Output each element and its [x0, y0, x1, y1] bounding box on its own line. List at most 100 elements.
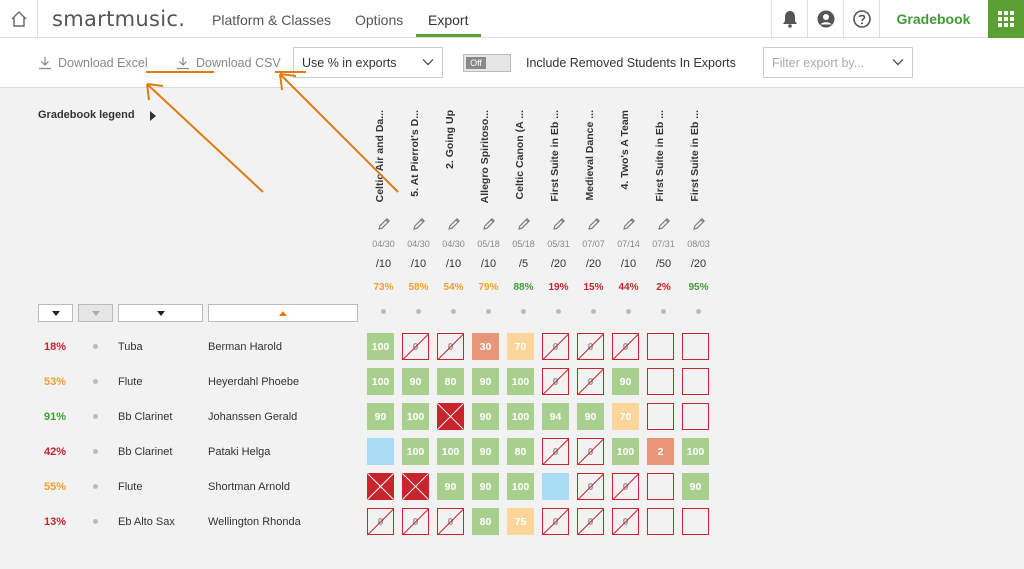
grade-cell[interactable]: 90: [402, 368, 429, 395]
grade-cell[interactable]: 70: [612, 403, 639, 430]
legend-expand-icon[interactable]: [150, 111, 156, 121]
grade-cell[interactable]: 94: [542, 403, 569, 430]
assignment-title[interactable]: First Suite in Eb ...: [654, 105, 674, 210]
student-name[interactable]: Pataki Helga: [208, 446, 271, 458]
assignment-title[interactable]: 4. Two's A Team: [619, 105, 639, 210]
assignment-title[interactable]: 5. At Pierrot's D...: [409, 105, 429, 210]
grade-cell[interactable]: 0: [542, 333, 569, 360]
grade-cell[interactable]: 100: [612, 438, 639, 465]
edit-assignment-pencil-icon[interactable]: [376, 216, 392, 237]
grade-cell[interactable]: 90: [682, 473, 709, 500]
grade-cell[interactable]: 0: [612, 508, 639, 535]
student-name[interactable]: Shortman Arnold: [208, 481, 290, 493]
smartmusic-logo[interactable]: smartmusic.: [52, 7, 186, 31]
assignment-title[interactable]: Medieval Dance ...: [584, 105, 604, 210]
download-csv-button[interactable]: Download CSV: [176, 56, 281, 70]
assignment-title[interactable]: Celtic Air and Da...: [374, 105, 394, 210]
grade-cell[interactable]: 100: [402, 438, 429, 465]
assignment-title[interactable]: 2. Going Up: [444, 105, 464, 210]
grade-cell[interactable]: 0: [402, 508, 429, 535]
home-button[interactable]: [0, 0, 38, 38]
student-name[interactable]: Johanssen Gerald: [208, 411, 298, 423]
grade-cell[interactable]: 90: [612, 368, 639, 395]
grade-cell[interactable]: 0: [542, 508, 569, 535]
edit-assignment-pencil-icon[interactable]: [656, 216, 672, 237]
grade-cell[interactable]: [647, 333, 674, 360]
grade-cell[interactable]: [437, 403, 464, 430]
grade-cell[interactable]: 100: [402, 403, 429, 430]
grade-cell[interactable]: [367, 473, 394, 500]
grade-cell[interactable]: 100: [367, 368, 394, 395]
grade-cell[interactable]: 80: [472, 508, 499, 535]
grade-cell[interactable]: [402, 473, 429, 500]
tab-platform-classes[interactable]: Platform & Classes: [212, 12, 332, 28]
edit-assignment-pencil-icon[interactable]: [586, 216, 602, 237]
grade-cell[interactable]: 90: [577, 403, 604, 430]
grade-cell[interactable]: 90: [472, 473, 499, 500]
apps-button[interactable]: [988, 0, 1024, 38]
edit-assignment-pencil-icon[interactable]: [481, 216, 497, 237]
assignment-title[interactable]: Celtic Canon (A ...: [514, 105, 534, 210]
grade-cell[interactable]: 0: [577, 368, 604, 395]
grade-cell[interactable]: 0: [612, 333, 639, 360]
filter-export-select[interactable]: Filter export by...: [763, 47, 913, 78]
edit-assignment-pencil-icon[interactable]: [516, 216, 532, 237]
student-name[interactable]: Heyerdahl Phoebe: [208, 376, 300, 388]
gradebook-legend-label[interactable]: Gradebook legend: [38, 109, 135, 121]
grade-cell[interactable]: [542, 473, 569, 500]
grade-cell[interactable]: [647, 473, 674, 500]
grade-cell[interactable]: 0: [437, 333, 464, 360]
notifications-button[interactable]: [771, 0, 807, 38]
sort-name-dropdown[interactable]: [208, 304, 358, 322]
grade-cell[interactable]: [367, 438, 394, 465]
grade-cell[interactable]: 70: [507, 333, 534, 360]
grade-cell[interactable]: 2: [647, 438, 674, 465]
grade-cell[interactable]: 80: [437, 368, 464, 395]
account-button[interactable]: [807, 0, 843, 38]
sort-instrument-dropdown[interactable]: [118, 304, 203, 322]
edit-assignment-pencil-icon[interactable]: [621, 216, 637, 237]
download-excel-button[interactable]: Download Excel: [38, 56, 148, 70]
grade-cell[interactable]: 0: [577, 473, 604, 500]
grade-cell[interactable]: 0: [437, 508, 464, 535]
grade-cell[interactable]: [682, 403, 709, 430]
assignment-title[interactable]: Allegro Spiritoso...: [479, 105, 499, 210]
tab-export[interactable]: Export: [428, 12, 469, 28]
grade-cell[interactable]: 0: [577, 508, 604, 535]
edit-assignment-pencil-icon[interactable]: [691, 216, 707, 237]
grade-cell[interactable]: 80: [507, 438, 534, 465]
grade-cell[interactable]: 75: [507, 508, 534, 535]
percent-export-select[interactable]: Use % in exports: [293, 47, 443, 78]
grade-cell[interactable]: 0: [542, 368, 569, 395]
grade-cell[interactable]: [682, 333, 709, 360]
grade-cell[interactable]: 0: [577, 333, 604, 360]
grade-cell[interactable]: 0: [612, 473, 639, 500]
grade-cell[interactable]: [647, 368, 674, 395]
assignment-title[interactable]: First Suite in Eb ...: [689, 105, 709, 210]
edit-assignment-pencil-icon[interactable]: [551, 216, 567, 237]
grade-cell[interactable]: 100: [507, 368, 534, 395]
grade-cell[interactable]: 0: [577, 438, 604, 465]
grade-cell[interactable]: 90: [472, 368, 499, 395]
include-removed-toggle[interactable]: Off: [463, 54, 511, 72]
sort-grade-dropdown[interactable]: [38, 304, 73, 322]
grade-cell[interactable]: 90: [472, 438, 499, 465]
grade-cell[interactable]: 100: [507, 403, 534, 430]
tab-options[interactable]: Options: [355, 12, 404, 28]
grade-cell[interactable]: 100: [507, 473, 534, 500]
student-name[interactable]: Berman Harold: [208, 341, 282, 353]
grade-cell[interactable]: 0: [542, 438, 569, 465]
grade-cell[interactable]: 0: [402, 333, 429, 360]
sort-status-dropdown[interactable]: [78, 304, 113, 322]
grade-cell[interactable]: [682, 508, 709, 535]
grade-cell[interactable]: [647, 403, 674, 430]
gradebook-button[interactable]: Gradebook: [879, 0, 987, 38]
grade-cell[interactable]: 30: [472, 333, 499, 360]
grade-cell[interactable]: 90: [472, 403, 499, 430]
grade-cell[interactable]: 90: [437, 473, 464, 500]
grade-cell[interactable]: 100: [437, 438, 464, 465]
grade-cell[interactable]: 0: [367, 508, 394, 535]
edit-assignment-pencil-icon[interactable]: [411, 216, 427, 237]
grade-cell[interactable]: 100: [367, 333, 394, 360]
edit-assignment-pencil-icon[interactable]: [446, 216, 462, 237]
